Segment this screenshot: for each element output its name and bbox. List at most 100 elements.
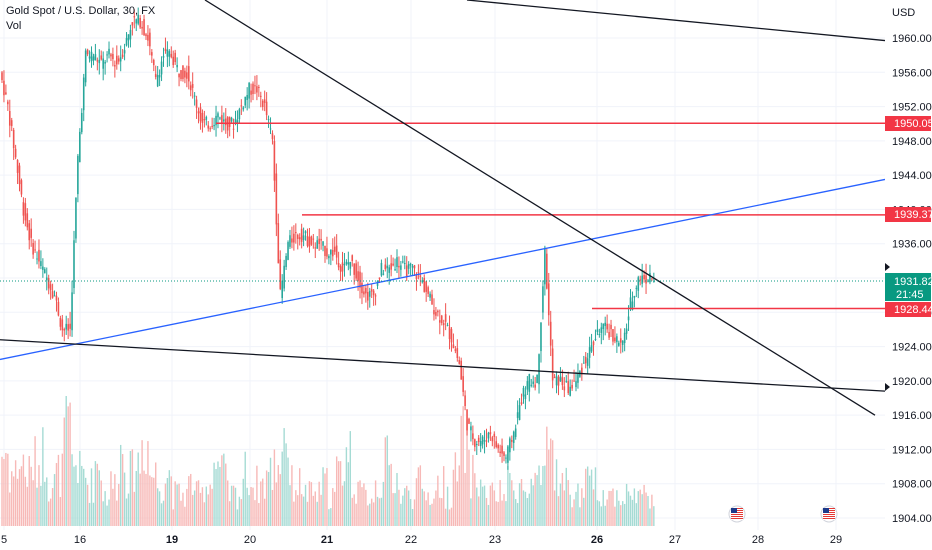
events[interactable]: [728, 505, 838, 523]
volume-bar: [12, 476, 15, 526]
volume-bar: [84, 477, 87, 526]
volume-bar: [328, 509, 330, 526]
candle-body: [63, 329, 66, 331]
drawings[interactable]: [0, 0, 886, 416]
candle-body: [143, 19, 145, 36]
candle-body: [411, 266, 414, 268]
volume-bar: [236, 509, 239, 526]
candle-body: [271, 133, 274, 140]
volume-bar: [190, 473, 192, 526]
candle-body: [439, 320, 441, 323]
volume-bar: [386, 435, 388, 526]
price-tag-level-1[interactable]: 1950.05: [885, 116, 932, 131]
candle-body: [234, 118, 237, 125]
candle-body: [59, 318, 62, 327]
volume-bar: [470, 498, 472, 526]
volume-bar: [293, 501, 295, 526]
volume-bar: [476, 487, 478, 526]
current-price-text: 1931.82: [894, 276, 932, 288]
volume-bar: [339, 461, 342, 526]
us-flag-icon[interactable]: [728, 505, 746, 523]
candle-body: [608, 331, 610, 338]
price-axis[interactable]: [885, 0, 932, 530]
volume-bar: [38, 465, 40, 526]
volume-bar: [291, 465, 293, 526]
candle-body: [145, 34, 147, 37]
volume-bar: [42, 427, 44, 526]
time-axis[interactable]: [0, 530, 932, 550]
volume-bar: [388, 465, 390, 526]
volume-bar: [254, 500, 256, 526]
candle-body: [314, 247, 317, 249]
volume-bar: [207, 494, 209, 526]
candle-body: [421, 280, 424, 283]
candle-body: [518, 405, 521, 420]
candle-body: [141, 26, 143, 29]
volume-bar: [544, 465, 546, 526]
volume-bar: [633, 488, 636, 526]
candle-body: [493, 433, 496, 437]
flag-stripe: [823, 516, 835, 517]
current-price-tag[interactable]: 1931.82 21:45: [885, 273, 932, 301]
flag-stripe: [731, 514, 743, 515]
volume-bar: [267, 471, 270, 526]
volume-bar: [538, 465, 540, 526]
volume-bar: [550, 438, 552, 526]
volume-bar: [509, 473, 511, 526]
volume-bar: [285, 443, 287, 526]
candle-body: [86, 49, 89, 55]
price-tag-level-3[interactable]: 1928.44: [885, 302, 932, 317]
candle-body: [510, 440, 513, 442]
candle-body: [614, 337, 616, 342]
us-flag-icon[interactable]: [820, 505, 838, 523]
candle-body: [468, 418, 470, 424]
candle-body: [388, 267, 391, 273]
candle-body: [261, 100, 264, 108]
volume-bar: [139, 473, 141, 526]
volume-bar: [174, 481, 176, 526]
volume-bar: [361, 487, 363, 526]
volume-bar: [295, 490, 297, 526]
candle-body: [333, 246, 336, 252]
candle-body: [466, 409, 468, 431]
candle-body: [600, 327, 603, 333]
candle-body: [627, 316, 630, 321]
candle-body: [370, 289, 373, 292]
volume-bar: [322, 467, 324, 526]
candle-body: [295, 232, 297, 234]
volume-bar: [193, 490, 196, 526]
candle-body: [228, 117, 231, 127]
volume-bar: [104, 491, 106, 526]
volume-bar: [332, 488, 334, 526]
candle-body: [51, 291, 54, 298]
candle-body: [191, 84, 194, 88]
volume-bar: [563, 490, 566, 526]
candle-body: [246, 95, 248, 100]
volume-bar: [30, 466, 32, 526]
volume-bar: [528, 493, 531, 526]
price-tag-level-2[interactable]: 1939.37: [885, 207, 932, 222]
candle-body: [602, 323, 605, 330]
candle-body: [427, 287, 429, 294]
volume-bar: [429, 504, 431, 526]
candle-body: [575, 381, 577, 388]
candle-body: [242, 107, 245, 110]
candle-body: [509, 438, 511, 453]
candle-body: [211, 125, 213, 127]
volume-bar: [542, 465, 544, 526]
candle-body: [429, 293, 431, 298]
volume-bar: [637, 491, 639, 526]
volume-bar: [47, 501, 50, 526]
volume-bar: [77, 482, 79, 526]
volume-indicator-label[interactable]: Vol: [6, 20, 22, 32]
volume-bar: [67, 406, 69, 526]
symbol-title[interactable]: Gold Spot / U.S. Dollar, 30, FX: [6, 5, 156, 17]
volume-bar: [553, 490, 556, 526]
candle-body: [582, 362, 585, 364]
volume-bar: [390, 463, 392, 526]
volume-bar: [63, 417, 65, 526]
flag-stripe: [731, 516, 743, 517]
candle-body: [361, 282, 363, 294]
volume-bar: [24, 476, 27, 526]
